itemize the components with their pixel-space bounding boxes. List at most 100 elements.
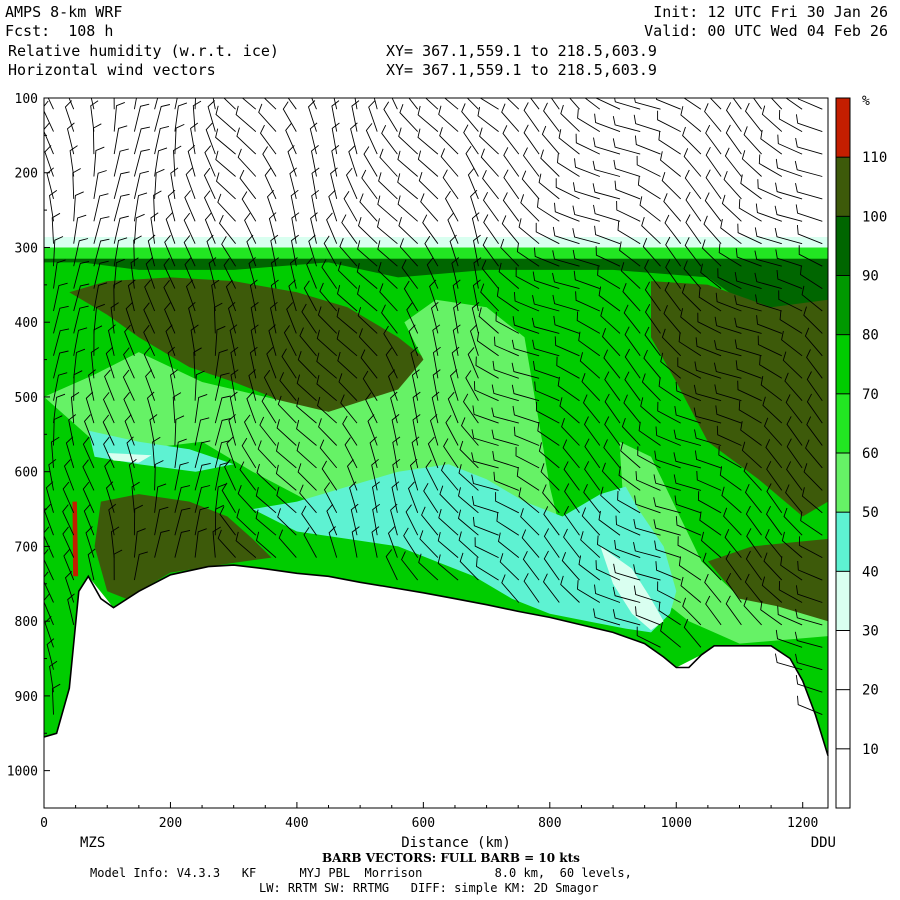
wind-barb-70: [82, 481, 95, 513]
wind-barb-702: [660, 352, 681, 379]
wind-barb-166: [183, 212, 196, 244]
wind-barb-457: [437, 554, 459, 581]
wind-barb-95: [113, 549, 123, 581]
wind-barb-351: [365, 123, 378, 155]
wind-barb-388: [391, 481, 400, 513]
wind-barb-642: [612, 116, 641, 133]
wind-barb-816: [757, 179, 782, 200]
wind-barb-510: [498, 262, 520, 289]
wind-barb-387: [392, 458, 401, 491]
wind-barb-564: [538, 442, 560, 469]
wind-barb-607: [581, 373, 601, 402]
wind-barb-706: [654, 450, 681, 469]
wind-barb-757: [696, 470, 722, 491]
wind-barb-371: [383, 101, 398, 132]
wind-barb-67: [83, 414, 95, 446]
wind-barb-46: [62, 481, 75, 513]
wind-barb-852: [786, 438, 803, 469]
wind-barb-91: [104, 459, 115, 491]
wind-barb-432: [423, 482, 439, 514]
wind-barb-439: [440, 148, 459, 177]
wind-barb-376: [376, 218, 398, 245]
wind-barb-258: [261, 393, 277, 424]
wind-barb-694: [661, 171, 682, 200]
wind-barb-867: [795, 204, 823, 222]
wind-barb-320: [316, 374, 337, 402]
wind-barb-380: [381, 304, 398, 334]
wind-barb-230: [246, 234, 257, 267]
wind-barb-97: [133, 103, 150, 132]
wind-barb-425: [432, 324, 441, 356]
wind-barb-83: [113, 280, 123, 312]
wind-barb-218: [226, 436, 237, 469]
wind-barb-431: [425, 459, 439, 491]
wind-barb-243: [235, 531, 257, 558]
wind-barb-172: [193, 347, 202, 379]
wind-barb-719: [684, 169, 702, 200]
wind-barb-205: [215, 150, 236, 177]
wind-barb-848: [782, 351, 803, 379]
wind-barb-731: [673, 452, 702, 469]
wind-barb-30: [66, 122, 75, 155]
wind-barb-815: [758, 154, 783, 177]
model-info: Model Info: V4.3.3 KF MYJ PBL Morrison 8…: [90, 866, 632, 880]
wind-barb-259: [259, 416, 277, 446]
wind-barb-746: [703, 215, 722, 244]
wind-barb-469: [469, 324, 479, 356]
wind-barb-430: [427, 436, 439, 469]
wind-barb-812: [770, 98, 783, 110]
wind-barb-524: [501, 574, 520, 603]
wind-barb-813: [761, 105, 783, 132]
wind-barb-596: [575, 133, 600, 155]
wind-barb-381: [383, 325, 398, 357]
wind-barb-429: [429, 414, 439, 446]
wind-barb-324: [321, 460, 338, 491]
colorbar-swatch-7: [836, 334, 850, 394]
wind-barb-21: [44, 549, 54, 581]
wind-barb-826: [762, 396, 783, 424]
forecast-hour: Fcst: 108 h: [5, 22, 114, 40]
wind-barb-99: [133, 148, 150, 177]
wind-barb-384: [390, 391, 398, 424]
wind-barb-660: [615, 515, 641, 536]
wind-barb-872: [803, 306, 823, 334]
wind-barb-476: [457, 487, 479, 514]
colorbar-swatch-4: [836, 512, 850, 572]
wind-barb-57: [93, 193, 109, 222]
wind-barb-174: [194, 393, 208, 424]
wind-barb-301: [296, 419, 317, 446]
wind-barb-849: [784, 372, 803, 401]
wind-barb-556: [532, 271, 560, 290]
wind-barb-109: [122, 369, 135, 401]
wind-barb-669: [637, 176, 661, 200]
wind-barb-868: [796, 224, 823, 245]
wind-barb-453: [440, 461, 459, 491]
wind-barb-219: [224, 459, 237, 491]
wind-barb-550: [541, 125, 560, 155]
wind-barb-802: [738, 400, 762, 424]
wind-barb-224: [235, 105, 257, 132]
wind-barb-278: [279, 372, 297, 401]
wind-barb-759: [699, 511, 722, 536]
wind-barb-542: [516, 467, 540, 491]
wind-barb-289: [311, 145, 319, 177]
wind-barb-698: [665, 259, 682, 289]
wind-barb-735: [677, 536, 702, 558]
xy-range-1: XY= 367.1,559.1 to 218.5,603.9: [386, 42, 657, 60]
wind-barb-201: [212, 526, 221, 558]
wind-barb-347: [350, 503, 359, 536]
wind-barb-184: [204, 145, 216, 177]
wind-barb-837: [778, 109, 803, 132]
wind-barb-244: [263, 98, 277, 110]
wind-barb-217: [228, 414, 237, 446]
rh-region-5: [651, 281, 828, 517]
wind-barb-26: [49, 660, 58, 693]
model-title: AMPS 8-km WRF: [5, 3, 123, 21]
wind-barb-869: [798, 245, 823, 267]
wind-barb-855: [783, 507, 803, 536]
wind-barb-389: [390, 503, 398, 536]
wind-barb-810: [744, 573, 762, 603]
wind-barb-227: [239, 169, 257, 200]
wind-barb-473: [460, 417, 479, 446]
wind-barb-345: [346, 459, 358, 491]
